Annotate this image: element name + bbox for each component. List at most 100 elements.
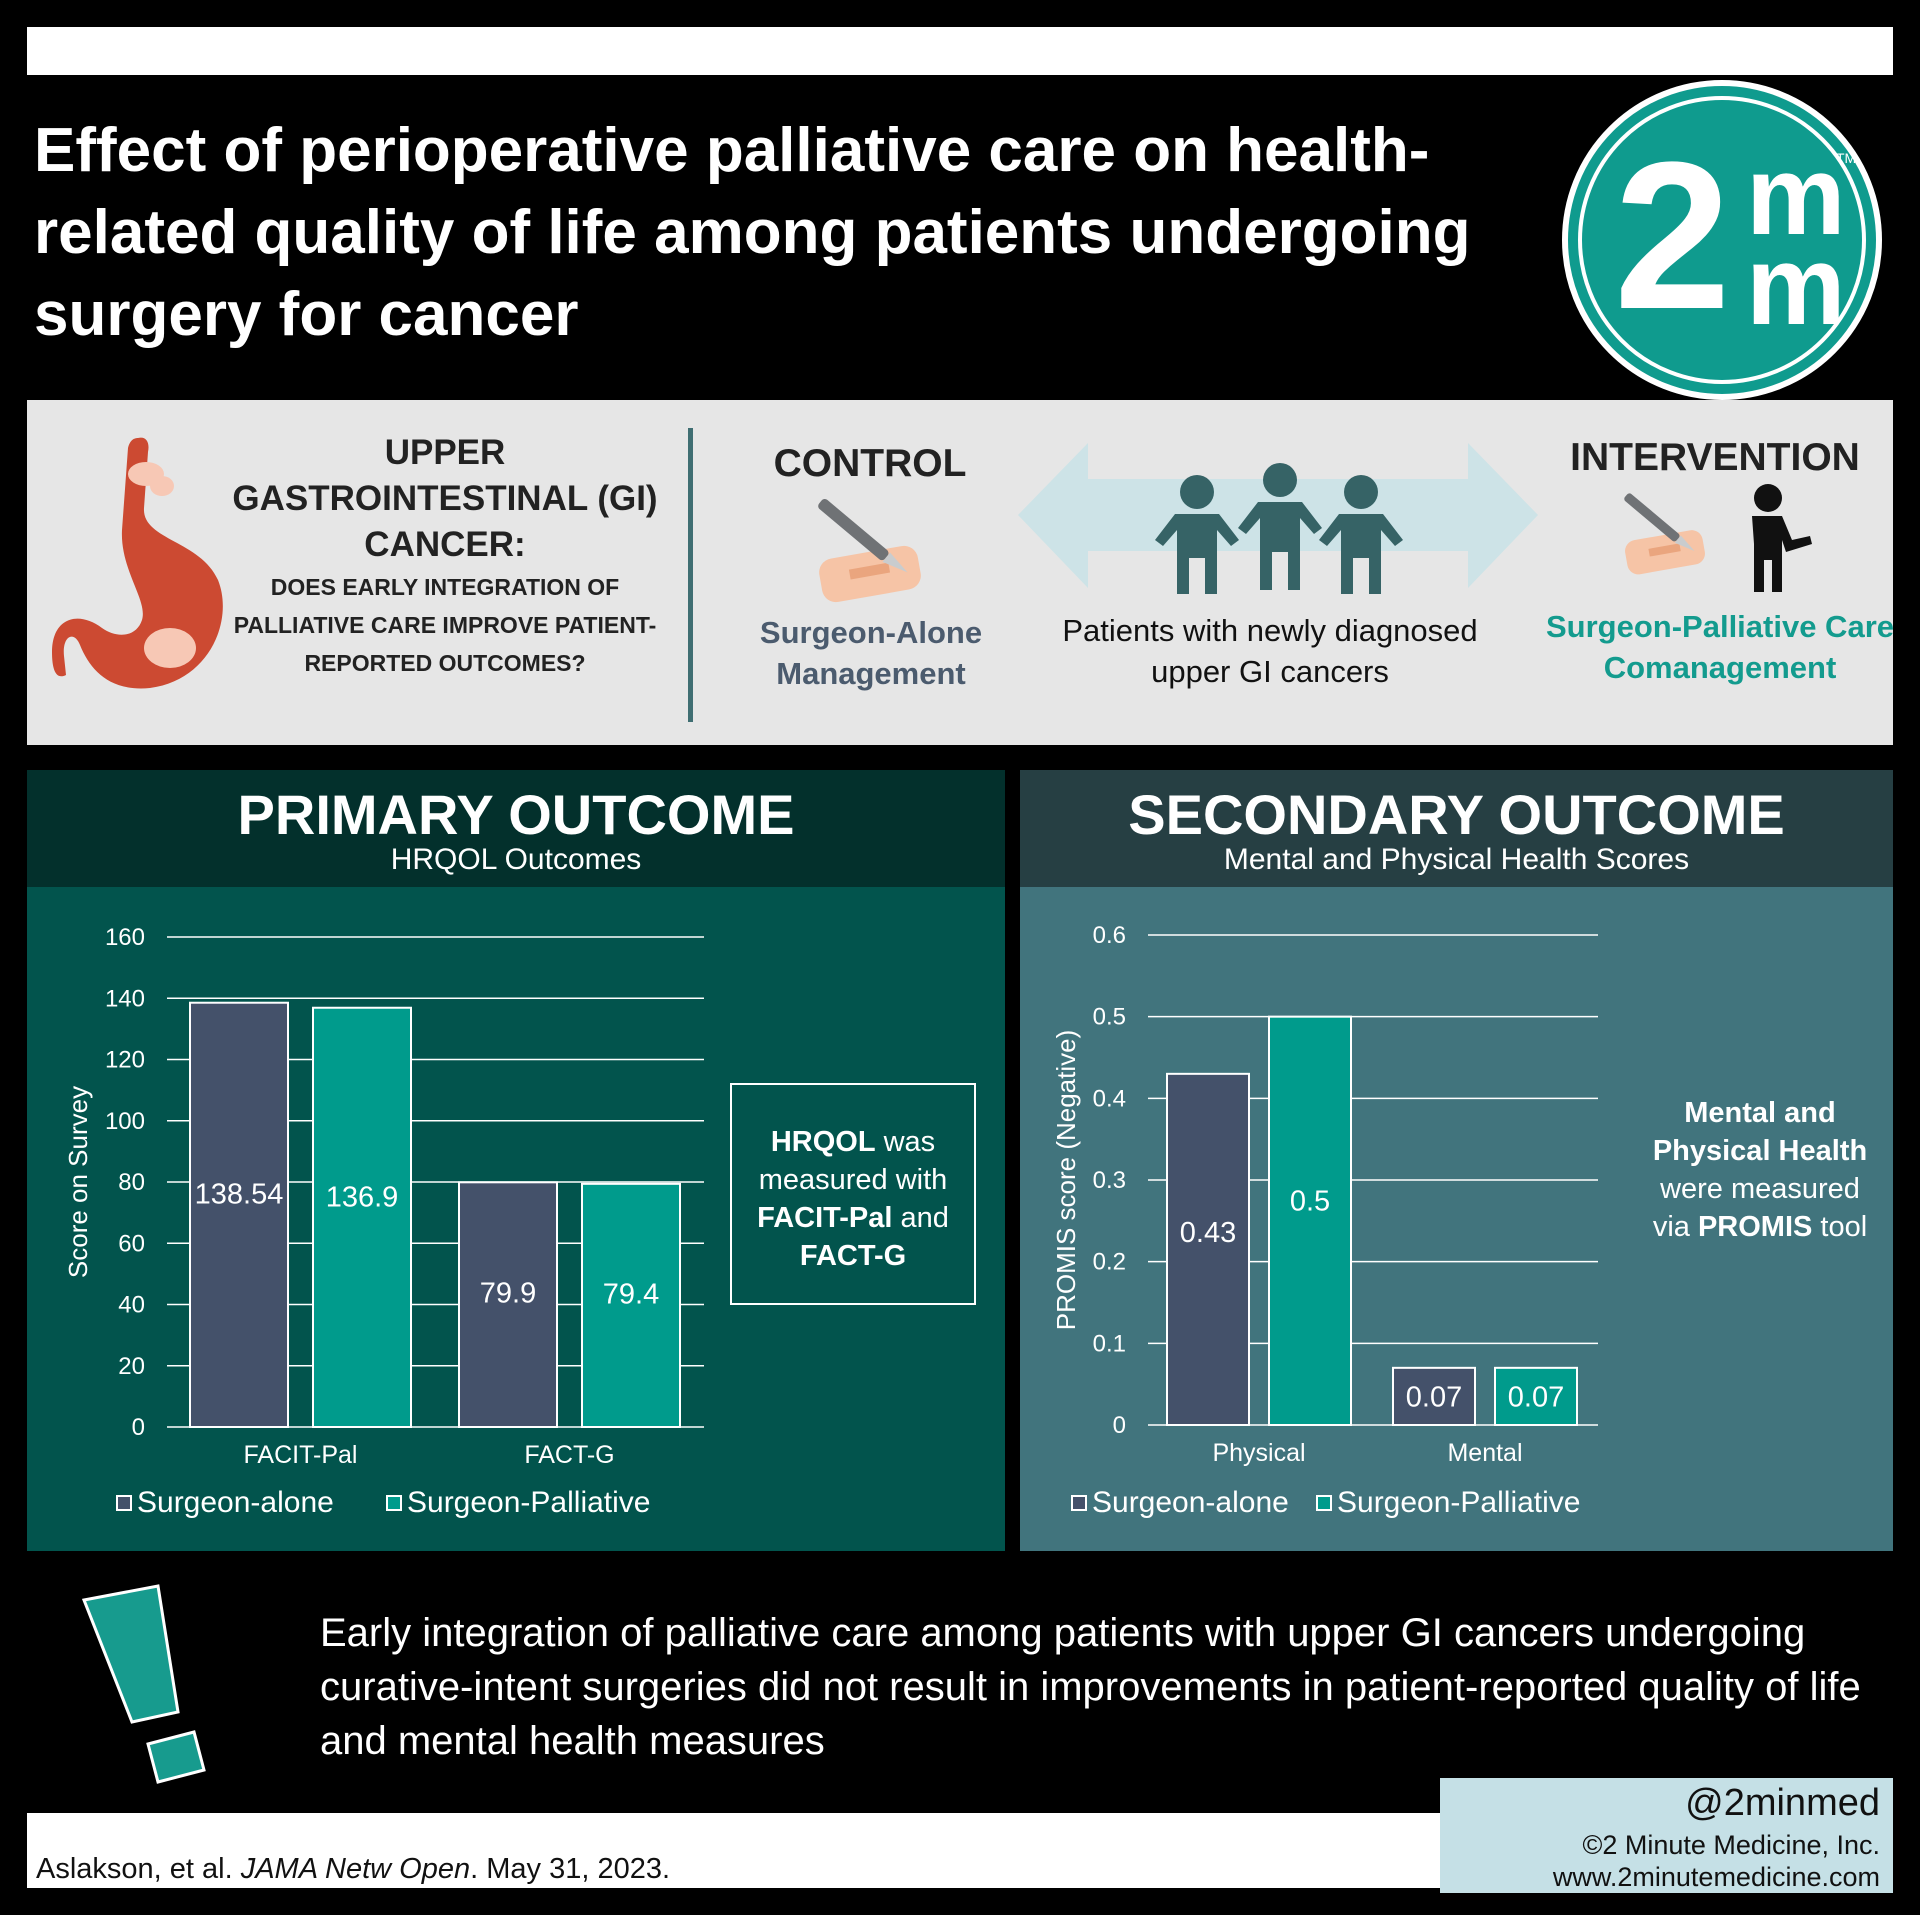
- primary-outcome-note: HRQOL was measured with FACIT-Pal and FA…: [730, 1083, 976, 1305]
- bar: [458, 1181, 558, 1428]
- secondary-outcome-title: SECONDARY OUTCOME: [1128, 783, 1785, 846]
- legend-label: Surgeon-Palliative: [1337, 1486, 1580, 1519]
- bar: [581, 1182, 681, 1428]
- population-label: Patients with newly diagnosed upper GI c…: [1062, 613, 1478, 689]
- citation-journal: JAMA Netw Open: [240, 1853, 471, 1885]
- y-tick-label: 120: [105, 1047, 145, 1074]
- secondary-outcome-subtitle: Mental and Physical Health Scores: [1223, 843, 1690, 876]
- y-tick-label: 160: [105, 924, 145, 951]
- data-label: 0.5: [1290, 1185, 1330, 1217]
- study-design-panel: [27, 400, 1893, 745]
- brand-logo: 2 m m TM: [1562, 80, 1882, 400]
- y-axis-label: Score on Survey: [63, 1086, 93, 1278]
- patients-icon: [1155, 463, 1403, 594]
- y-tick-label: 0.1: [1093, 1330, 1126, 1357]
- y-tick-label: 80: [118, 1169, 145, 1196]
- logo-numeral: 2: [1614, 118, 1731, 353]
- secondary-outcome-chart: 0 0.1 0.2 0.3 0.4 0.5 0.6 PROMIS score (Negativ…: [1051, 922, 1598, 1519]
- conclusion-text: Early integration of palliative care amo…: [320, 1611, 1861, 1763]
- data-label: 138.54: [195, 1179, 284, 1211]
- legend-swatch: [1316, 1495, 1332, 1511]
- data-label: 79.4: [603, 1278, 659, 1310]
- bar: [189, 1001, 289, 1428]
- legend-swatch: [386, 1495, 402, 1511]
- question-title: UPPER GASTROINTESTINAL (GI) CANCER:: [232, 433, 658, 564]
- x-tick-label: Physical: [1212, 1439, 1305, 1467]
- y-tick-label: 0.4: [1093, 1085, 1126, 1112]
- citation-authors: Aslakson, et al.: [36, 1853, 241, 1885]
- secondary-outcome-note: Mental and Physical Health were measured…: [1640, 1094, 1880, 1246]
- logo-trademark: TM: [1836, 150, 1857, 166]
- y-tick-label: 0.3: [1093, 1167, 1126, 1194]
- y-tick-label: 0: [1113, 1412, 1126, 1439]
- bar: [312, 1006, 412, 1429]
- note-text: and: [892, 1202, 949, 1234]
- intervention-label: Surgeon-Palliative Care Comanagement: [1545, 609, 1894, 685]
- x-tick-label: FACIT-Pal: [244, 1441, 358, 1469]
- legend-swatch: [116, 1495, 132, 1511]
- question-subtitle: DOES EARLY INTEGRATION OF PALLIATIVE CAR…: [233, 574, 657, 676]
- y-tick-label: 20: [118, 1353, 145, 1380]
- stomach-icon: [52, 437, 223, 689]
- data-label: 79.9: [480, 1277, 536, 1309]
- primary-outcome-header: PRIMARY OUTCOME HRQOL Outcomes: [27, 770, 1005, 887]
- x-tick-label: FACT-G: [524, 1441, 614, 1469]
- logo-letter-top: m: [1746, 133, 1846, 258]
- note-term: FACIT-Pal: [757, 1202, 893, 1234]
- copyright: ©2 Minute Medicine, Inc.: [1582, 1830, 1880, 1860]
- legend-label: Surgeon-alone: [137, 1486, 334, 1519]
- credit-box: [1440, 1778, 1893, 1893]
- legend-swatch: [1071, 1495, 1087, 1511]
- page-title: Effect of perioperative palliative care …: [34, 116, 1471, 349]
- scalpel-icon: [1624, 493, 1705, 575]
- y-tick-label: 0.6: [1093, 922, 1126, 949]
- y-tick-label: 40: [118, 1292, 145, 1319]
- note-text: were measured via: [1652, 1173, 1860, 1243]
- bar: [1392, 1366, 1476, 1427]
- logo-ring: [1578, 96, 1866, 384]
- y-tick-label: 60: [118, 1230, 145, 1257]
- note-term: FACT-G: [799, 1240, 907, 1272]
- y-tick-label: 100: [105, 1108, 145, 1135]
- note-term: Mental and Physical Health: [1652, 1097, 1868, 1167]
- y-tick-label: 140: [105, 985, 145, 1012]
- legend-label: Surgeon-alone: [1092, 1486, 1289, 1519]
- y-tick-label: 0.5: [1093, 1004, 1126, 1031]
- intervention-heading: INTERVENTION: [1570, 436, 1860, 479]
- primary-outcome-subtitle: HRQOL Outcomes: [390, 843, 642, 876]
- data-label: 0.07: [1508, 1381, 1564, 1413]
- primary-outcome-chart: 0 20 40 60 80 100 120 140 160 Score on Survey 138.…: [63, 924, 704, 1519]
- exclamation-icon: [81, 1584, 206, 1784]
- top-white-strip: [27, 27, 1893, 75]
- note-term: PROMIS: [1697, 1211, 1813, 1243]
- note-text: was measured with: [758, 1126, 948, 1196]
- data-label: 0.07: [1406, 1381, 1462, 1413]
- citation-date: . May 31, 2023.: [470, 1853, 671, 1885]
- note-text: tool: [1812, 1211, 1868, 1243]
- website-link[interactable]: www.2minutemedicine.com: [1552, 1862, 1880, 1892]
- secondary-outcome-body: [1020, 887, 1893, 1551]
- y-tick-label: 0.2: [1093, 1249, 1126, 1276]
- citation: Aslakson, et al. JAMA Netw Open. May 31,…: [36, 1853, 670, 1886]
- bar: [1494, 1366, 1578, 1427]
- y-tick-label: 0: [132, 1414, 145, 1441]
- bar: [1268, 1015, 1352, 1427]
- control-label: Surgeon-Alone Management: [759, 615, 983, 691]
- panel-divider: [688, 428, 693, 722]
- data-label: 0.43: [1180, 1217, 1236, 1249]
- data-label: 136.9: [326, 1181, 399, 1213]
- conclusion-panel: [74, 1568, 1893, 1813]
- x-tick-label: Mental: [1447, 1439, 1522, 1467]
- social-handle[interactable]: @2minmed: [1685, 1782, 1880, 1824]
- caregiver-icon: [1752, 484, 1812, 592]
- primary-outcome-title: PRIMARY OUTCOME: [237, 783, 795, 846]
- y-axis-label: PROMIS score (Negative): [1051, 1030, 1081, 1331]
- secondary-outcome-header: SECONDARY OUTCOME Mental and Physical He…: [1020, 770, 1893, 887]
- legend-label: Surgeon-Palliative: [407, 1486, 650, 1519]
- logo-letter-bottom: m: [1746, 223, 1846, 348]
- bar: [1166, 1072, 1250, 1426]
- note-term: HRQOL: [770, 1126, 876, 1158]
- control-heading: CONTROL: [773, 442, 967, 485]
- scalpel-icon: [818, 498, 921, 603]
